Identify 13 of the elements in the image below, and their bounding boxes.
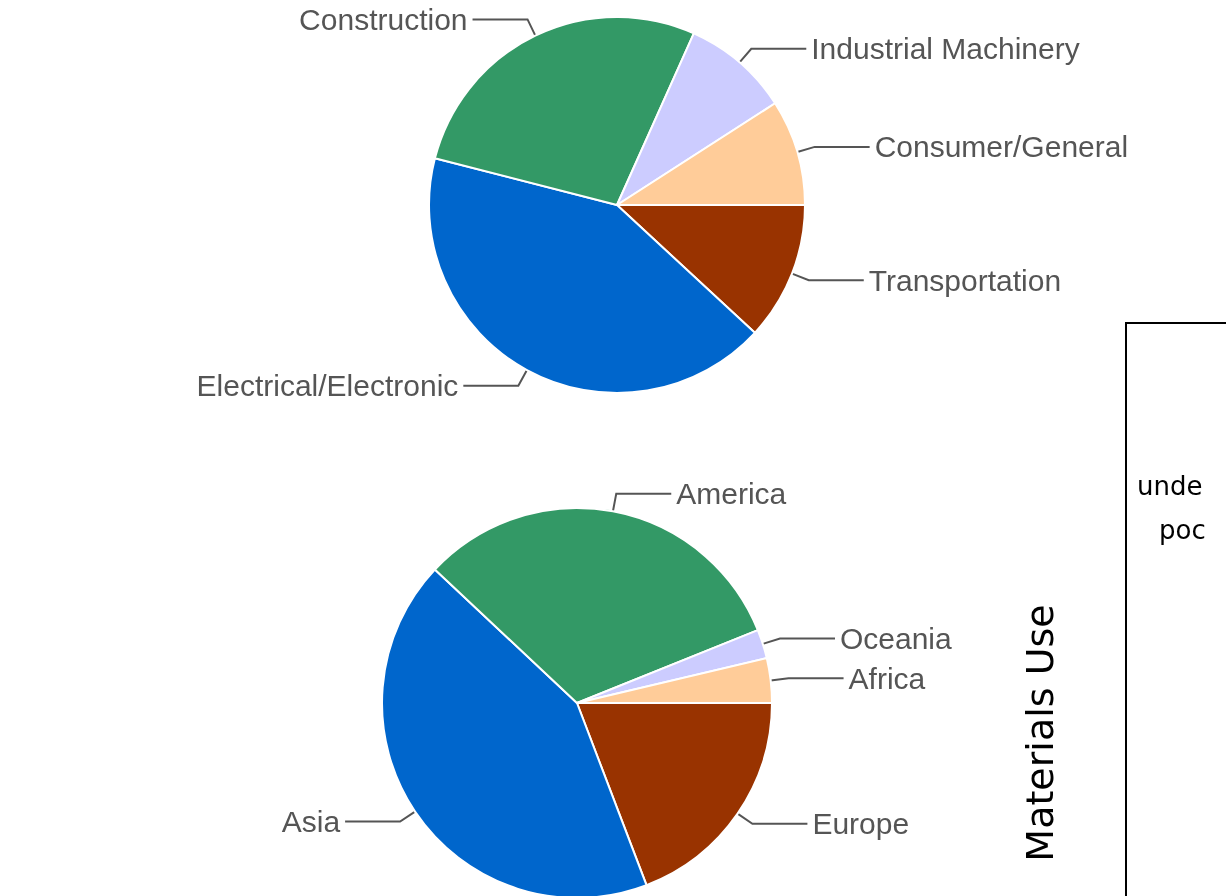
- text: Materials Use: [1018, 604, 1062, 862]
- slice-label: Africa: [848, 661, 926, 695]
- slice-label: Europe: [812, 807, 910, 841]
- slice-label: Transportation: [868, 263, 1062, 297]
- text: poc: [1159, 514, 1206, 547]
- slice-label: Consumer/General: [874, 130, 1129, 164]
- slice-label: Construction: [299, 2, 468, 36]
- slice-label: Industrial Machinery: [811, 32, 1080, 66]
- slice-label: Oceania: [839, 621, 953, 655]
- slice-label: America: [676, 477, 787, 511]
- slice-label: Electrical/Electronic: [196, 369, 459, 403]
- slice-label: Asia: [281, 805, 341, 839]
- text: unde: [1137, 470, 1204, 503]
